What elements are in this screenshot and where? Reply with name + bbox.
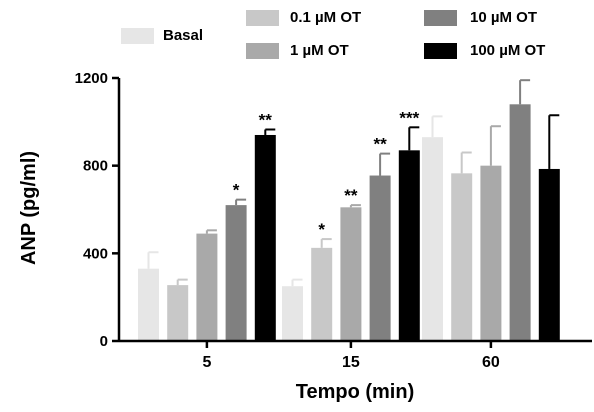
bar	[311, 247, 333, 341]
y-tick-label: 400	[83, 245, 108, 262]
legend-swatch	[246, 10, 279, 26]
x-tick-label: 15	[342, 354, 360, 371]
significance-mark: *	[318, 220, 325, 239]
bar	[422, 137, 443, 341]
y-tick-label: 0	[100, 333, 108, 350]
legend-swatch	[121, 28, 154, 44]
bar	[167, 285, 189, 341]
bar	[138, 268, 159, 341]
bar	[538, 168, 560, 341]
significance-mark: *	[233, 181, 240, 200]
x-tick-label: 60	[482, 354, 500, 371]
significance-mark: **	[344, 186, 358, 205]
legend-swatch	[246, 43, 279, 59]
bar	[480, 165, 502, 341]
legend-label: 10 µM OT	[470, 9, 537, 26]
x-axis-title: Tempo (min)	[296, 381, 415, 403]
bar	[340, 207, 362, 341]
legend-label: 0.1 µM OT	[290, 9, 361, 26]
y-tick-label: 800	[83, 158, 108, 175]
legend-swatch	[424, 43, 457, 59]
plot-area: ***********	[138, 79, 560, 341]
y-tick-label: 1200	[75, 70, 108, 87]
legend-label: Basal	[163, 27, 203, 44]
bar	[254, 134, 276, 341]
bar	[509, 104, 531, 341]
bar	[225, 205, 247, 341]
x-tick-label: 5	[202, 354, 211, 371]
bar	[369, 175, 391, 341]
bar	[398, 150, 420, 341]
significance-mark: **	[373, 135, 387, 154]
significance-mark: **	[259, 111, 273, 130]
legend-label: 1 µM OT	[290, 42, 349, 59]
bar	[282, 286, 303, 341]
legend-swatch	[424, 10, 457, 26]
y-axis-title: ANP (pg/ml)	[18, 151, 40, 265]
chart-legend: Basal 0.1 µM OT 1 µM OT 10 µM OT 100 µM OT	[121, 9, 545, 59]
significance-mark: ***	[399, 108, 419, 127]
chart-axes: 0 400 800 1200 5 15 60	[75, 70, 592, 371]
legend-label: 100 µM OT	[470, 42, 545, 59]
bar	[451, 173, 473, 341]
bar	[196, 233, 218, 341]
